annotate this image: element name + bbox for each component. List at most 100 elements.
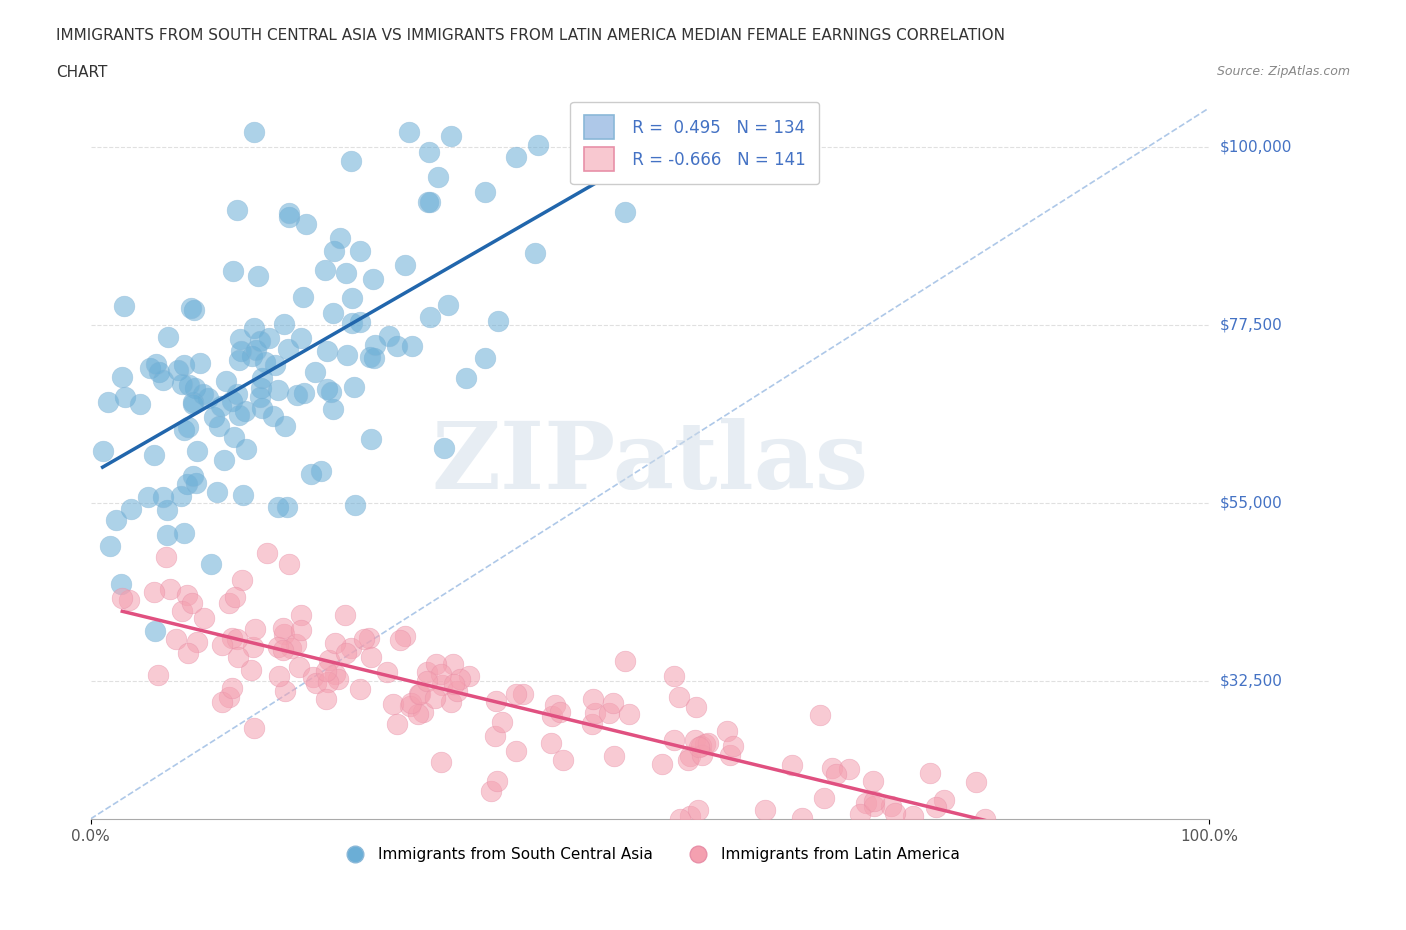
Point bbox=[111, 370, 134, 385]
Point bbox=[228, 352, 250, 367]
Point bbox=[148, 668, 170, 683]
Point bbox=[676, 752, 699, 767]
Point bbox=[883, 805, 905, 820]
Point bbox=[718, 748, 741, 763]
Point bbox=[314, 263, 336, 278]
Point bbox=[505, 744, 527, 759]
Point bbox=[335, 645, 357, 660]
Point bbox=[271, 643, 294, 658]
Text: $100,000: $100,000 bbox=[1220, 140, 1292, 155]
Point bbox=[688, 739, 710, 754]
Point bbox=[142, 447, 165, 462]
Point bbox=[505, 150, 527, 165]
Point bbox=[152, 372, 174, 387]
Point bbox=[485, 694, 508, 709]
Point bbox=[177, 378, 200, 392]
Point bbox=[181, 469, 204, 484]
Point bbox=[263, 357, 285, 372]
Point bbox=[193, 611, 215, 626]
Point bbox=[181, 595, 204, 610]
Point bbox=[425, 657, 447, 671]
Point bbox=[668, 689, 690, 704]
Point bbox=[191, 386, 214, 401]
Point bbox=[375, 665, 398, 680]
Point bbox=[315, 343, 337, 358]
Point bbox=[211, 637, 233, 652]
Point bbox=[205, 485, 228, 499]
Point bbox=[389, 632, 412, 647]
Point bbox=[598, 706, 620, 721]
Point bbox=[585, 153, 607, 167]
Point bbox=[418, 194, 440, 209]
Point bbox=[581, 691, 603, 706]
Point bbox=[183, 302, 205, 317]
Point bbox=[262, 408, 284, 423]
Point bbox=[157, 330, 180, 345]
Point bbox=[249, 390, 271, 405]
Point bbox=[250, 371, 273, 386]
Point bbox=[378, 328, 401, 343]
Point bbox=[849, 806, 872, 821]
Point bbox=[322, 306, 344, 321]
Point bbox=[540, 735, 562, 750]
Point bbox=[855, 795, 877, 810]
Point bbox=[257, 331, 280, 346]
Point bbox=[679, 808, 702, 823]
Point bbox=[229, 344, 252, 359]
Point bbox=[165, 631, 187, 646]
Point bbox=[408, 706, 430, 721]
Point bbox=[821, 761, 844, 776]
Point bbox=[181, 394, 204, 409]
Point bbox=[128, 396, 150, 411]
Point bbox=[693, 737, 716, 751]
Point bbox=[232, 487, 254, 502]
Point bbox=[277, 342, 299, 357]
Point bbox=[221, 631, 243, 645]
Point bbox=[183, 397, 205, 412]
Point bbox=[479, 784, 502, 799]
Point bbox=[233, 404, 256, 418]
Point bbox=[143, 624, 166, 639]
Point bbox=[353, 631, 375, 646]
Point bbox=[228, 407, 250, 422]
Text: CHART: CHART bbox=[56, 65, 108, 80]
Point bbox=[932, 792, 955, 807]
Point bbox=[231, 572, 253, 587]
Point bbox=[316, 675, 339, 690]
Point bbox=[152, 490, 174, 505]
Point bbox=[176, 587, 198, 602]
Point bbox=[553, 752, 575, 767]
Point bbox=[349, 682, 371, 697]
Point bbox=[214, 452, 236, 467]
Point bbox=[792, 811, 814, 826]
Point bbox=[267, 383, 290, 398]
Point bbox=[114, 390, 136, 405]
Point bbox=[382, 697, 405, 711]
Point bbox=[394, 258, 416, 272]
Point bbox=[173, 525, 195, 540]
Point bbox=[299, 467, 322, 482]
Point bbox=[215, 374, 238, 389]
Point bbox=[273, 627, 295, 642]
Point bbox=[208, 418, 231, 433]
Text: $55,000: $55,000 bbox=[1220, 496, 1282, 511]
Point bbox=[222, 263, 245, 278]
Point bbox=[544, 698, 567, 712]
Point bbox=[423, 691, 446, 706]
Point bbox=[200, 557, 222, 572]
Point bbox=[443, 677, 465, 692]
Point bbox=[669, 811, 692, 826]
Point bbox=[184, 380, 207, 395]
Point bbox=[409, 687, 432, 702]
Point bbox=[399, 696, 422, 711]
Point bbox=[583, 706, 606, 721]
Point bbox=[780, 758, 803, 773]
Point bbox=[285, 388, 308, 403]
Point bbox=[290, 330, 312, 345]
Text: IMMIGRANTS FROM SOUTH CENTRAL ASIA VS IMMIGRANTS FROM LATIN AMERICA MEDIAN FEMAL: IMMIGRANTS FROM SOUTH CENTRAL ASIA VS IM… bbox=[56, 28, 1005, 43]
Point bbox=[491, 715, 513, 730]
Point bbox=[973, 811, 995, 826]
Point bbox=[440, 695, 463, 710]
Point bbox=[112, 299, 135, 314]
Point bbox=[524, 246, 547, 260]
